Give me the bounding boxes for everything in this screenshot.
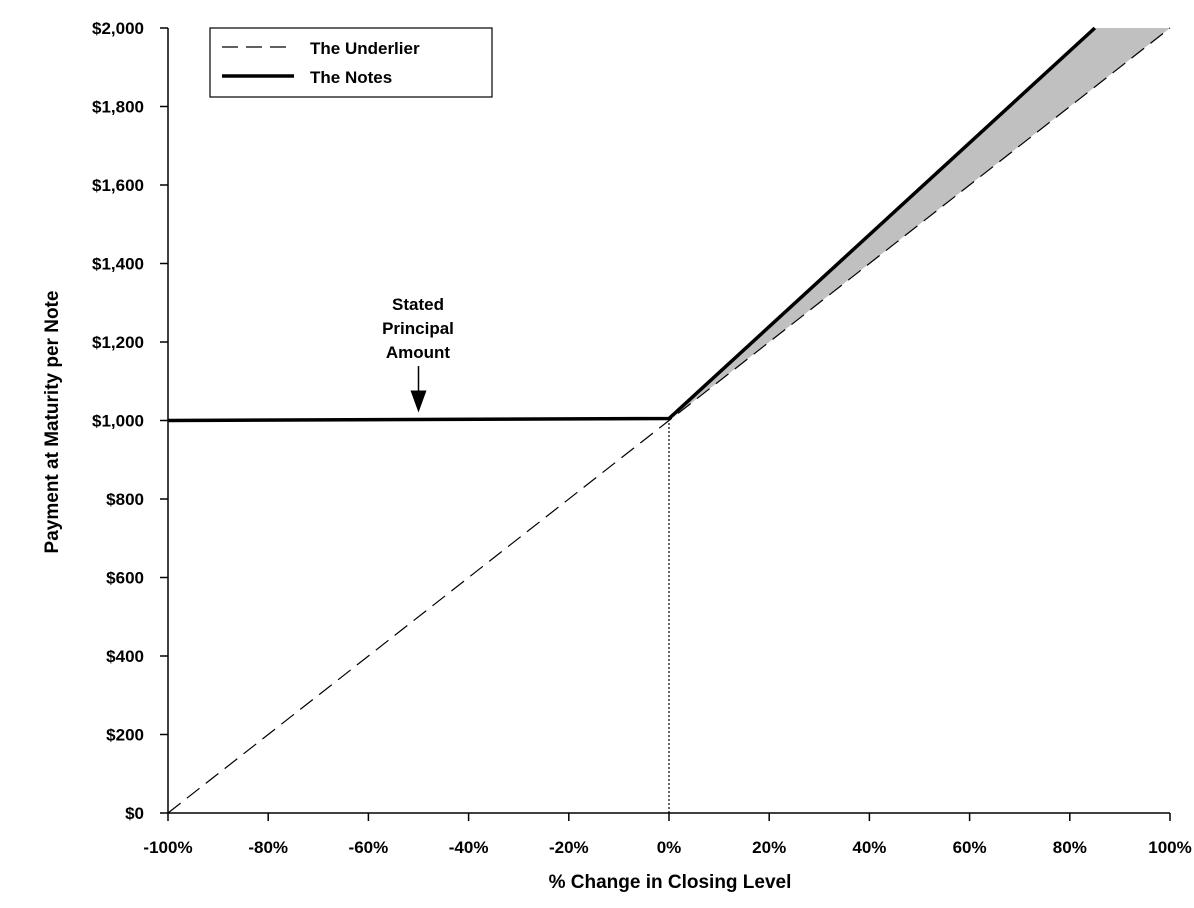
annotation-arrow-head (410, 390, 427, 413)
x-tick-label: -20% (549, 838, 589, 857)
annotation-line-3: Amount (386, 343, 451, 362)
series-line-underlier (167, 27, 1171, 814)
x-tick-label: 80% (1053, 838, 1087, 857)
series-line-notes (167, 26, 1097, 423)
x-tick-label: 100% (1148, 838, 1191, 857)
y-tick-label: $1,600 (92, 176, 144, 195)
annotation-arrow (410, 366, 427, 413)
y-tick-label: $800 (106, 490, 144, 509)
x-tick-label: 0% (657, 838, 682, 857)
x-tick-label: -60% (349, 838, 389, 857)
x-tick-label: 60% (953, 838, 987, 857)
x-tick-label: -100% (143, 838, 192, 857)
legend: The Underlier The Notes (209, 27, 493, 98)
y-tick-label: $0 (125, 804, 144, 823)
stated-principal-annotation: Stated Principal Amount (382, 295, 454, 413)
y-tick-label: $1,200 (92, 333, 144, 352)
x-tick-label: -40% (449, 838, 489, 857)
y-tick-label: $400 (106, 647, 144, 666)
series-layer (167, 26, 1171, 814)
y-tick-label: $1,400 (92, 255, 144, 274)
annotation-line-2: Principal (382, 319, 454, 338)
y-tick-label: $1,000 (92, 412, 144, 431)
x-tick-label: -80% (248, 838, 288, 857)
legend-box (209, 27, 493, 98)
y-tick-label: $600 (106, 569, 144, 588)
x-tick-label: 20% (752, 838, 786, 857)
y-axis-title: Payment at Maturity per Note (42, 291, 63, 554)
y-tick-label: $200 (106, 726, 144, 745)
y-tick-label: $1,800 (92, 98, 144, 117)
ticks-layer: -100% -80% -60% -40% -20% 0% 20% 40% 60% 80% 100% $… (92, 19, 1192, 857)
legend-label-notes: The Notes (310, 68, 392, 87)
legend-label-underlier: The Underlier (310, 39, 420, 58)
x-axis-title: % Change in Closing Level (549, 872, 792, 893)
x-tick-label: 40% (852, 838, 886, 857)
y-tick-label: $2,000 (92, 19, 144, 38)
annotation-line-1: Stated (392, 295, 444, 314)
